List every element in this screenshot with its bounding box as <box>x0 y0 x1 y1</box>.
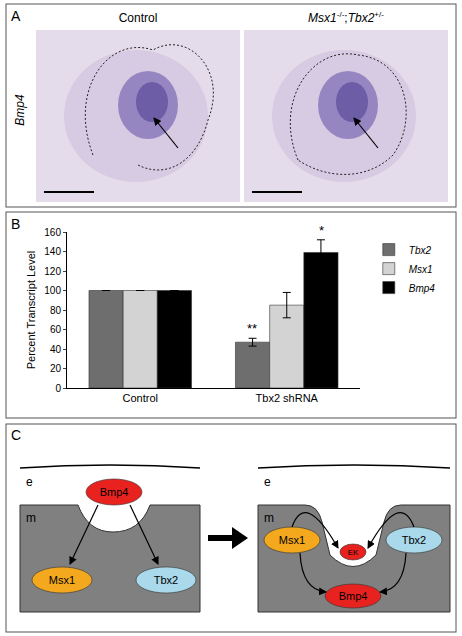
svg-text:Tbx2: Tbx2 <box>154 574 178 586</box>
svg-text:Tbx2 shRNA: Tbx2 shRNA <box>256 392 319 404</box>
svg-text:Msx1: Msx1 <box>409 264 433 275</box>
svg-text:Control: Control <box>123 392 158 404</box>
svg-text:Percent Transcript Level: Percent Transcript Level <box>25 251 37 370</box>
svg-text:m: m <box>26 511 36 525</box>
svg-text:e: e <box>26 475 33 489</box>
svg-text:Msx1: Msx1 <box>279 534 305 546</box>
svg-text:0: 0 <box>55 383 61 394</box>
svg-text:160: 160 <box>44 227 61 238</box>
svg-text:e: e <box>264 475 271 489</box>
svg-text:60: 60 <box>50 324 62 335</box>
svg-text:Bmp4: Bmp4 <box>100 486 129 498</box>
svg-text:Bmp4: Bmp4 <box>409 283 436 294</box>
svg-text:Bmp4: Bmp4 <box>339 590 368 602</box>
svg-text:120: 120 <box>44 266 61 277</box>
svg-text:100: 100 <box>44 285 61 296</box>
svg-text:Msx1-/-​;Tbx2+/-​: Msx1-/-​;Tbx2+/-​ <box>308 10 384 25</box>
svg-text:40: 40 <box>50 344 62 355</box>
svg-text:Msx1: Msx1 <box>49 574 75 586</box>
svg-text:m: m <box>264 511 274 525</box>
svg-text:*: * <box>319 223 324 238</box>
svg-text:20: 20 <box>50 363 62 374</box>
svg-text:Tbx2: Tbx2 <box>409 245 432 256</box>
svg-text:80: 80 <box>50 305 62 316</box>
svg-text:Control: Control <box>119 11 158 25</box>
svg-text:B: B <box>11 216 20 232</box>
svg-text:C: C <box>11 427 21 443</box>
svg-text:Tbx2: Tbx2 <box>402 534 426 546</box>
svg-text:Bmp4: Bmp4 <box>13 94 27 126</box>
svg-text:140: 140 <box>44 246 61 257</box>
svg-text:A: A <box>11 8 21 24</box>
svg-text:EK: EK <box>348 548 359 557</box>
svg-text:**: ** <box>247 321 257 336</box>
